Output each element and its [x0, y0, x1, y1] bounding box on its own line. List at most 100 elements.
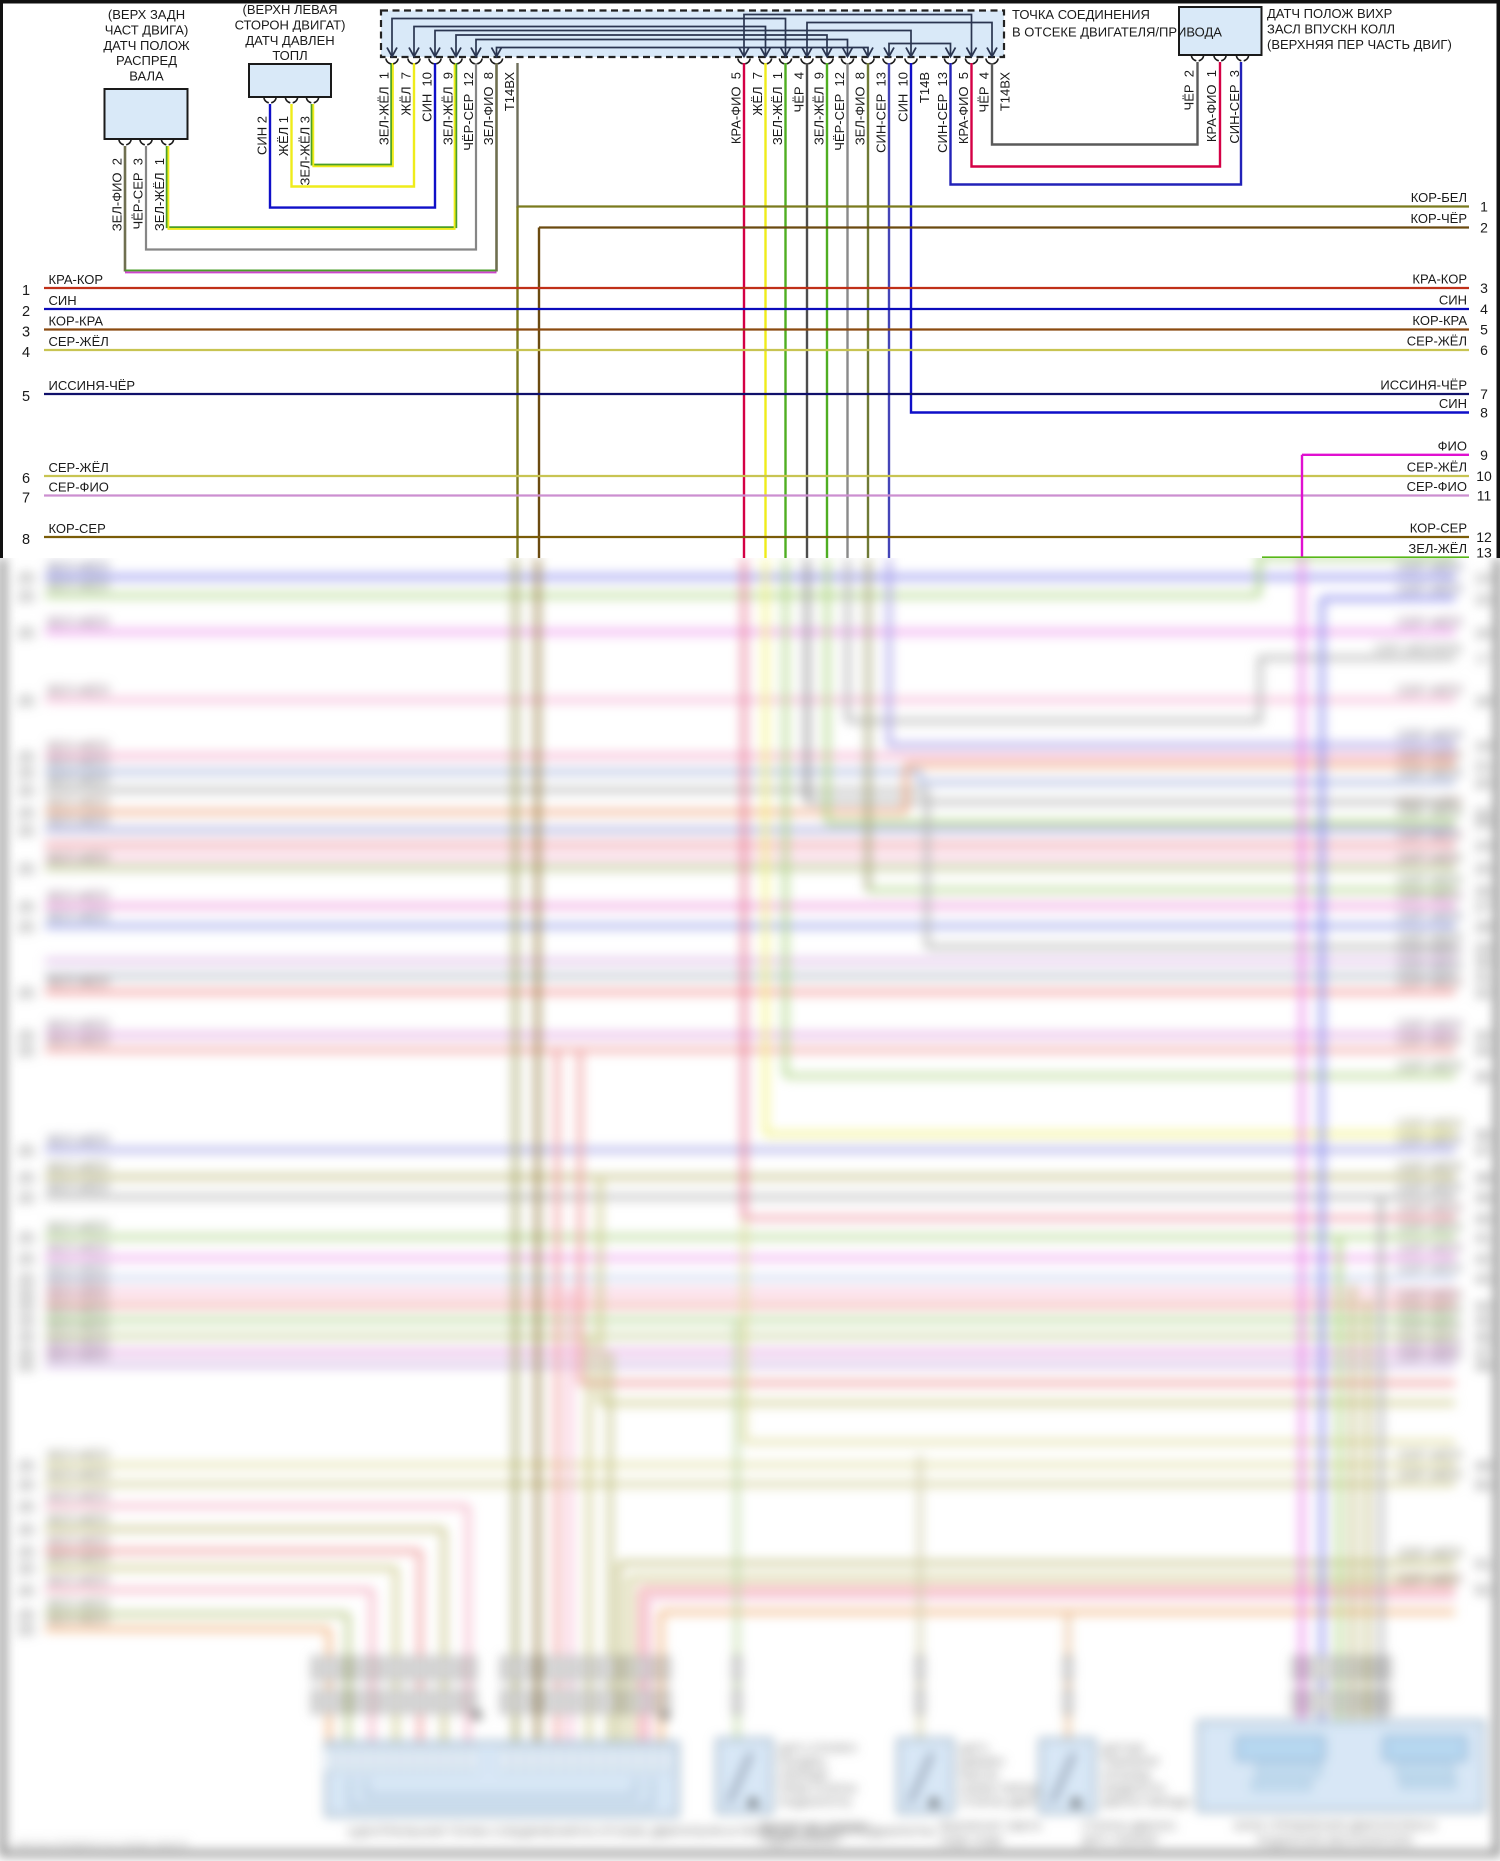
svg-text:ЗЕЛ-ЖЁЛ: ЗЕЛ-ЖЁЛ [46, 1302, 109, 1318]
svg-text:39: 39 [1475, 1190, 1492, 1207]
svg-text:ЗЕЛ-ЖЁЛ: ЗЕЛ-ЖЁЛ [46, 1447, 109, 1463]
svg-text:СЕР-ЖЁЛ: СЕР-ЖЁЛ [1397, 1466, 1462, 1482]
svg-text:ЗЕЛ-ЖЁЛ 1: ЗЕЛ-ЖЁЛ 1 [770, 72, 785, 145]
svg-text:21: 21 [1475, 758, 1492, 775]
svg-text:25: 25 [18, 1607, 35, 1624]
svg-text:25: 25 [18, 861, 35, 878]
svg-text:СЕР-ЖЁЛ: СЕР-ЖЁЛ [1397, 614, 1462, 630]
svg-text:СИН 10: СИН 10 [896, 72, 911, 122]
svg-text:СЕР-ЖЁЛ: СЕР-ЖЁЛ [1397, 805, 1462, 821]
svg-text:ЧЁР-СЕР 12: ЧЁР-СЕР 12 [461, 72, 476, 151]
svg-text:35: 35 [1475, 1069, 1492, 1086]
svg-text:25: 25 [18, 1358, 35, 1375]
svg-text:ЗЕЛ-ЖЁЛ: ЗЕЛ-ЖЁЛ [46, 1318, 109, 1334]
svg-text:49: 49 [1475, 1458, 1492, 1475]
svg-text:СИН-СЕР 13: СИН-СЕР 13 [935, 72, 950, 153]
svg-text:ЗЕЛ-ЖЁЛ: ЗЕЛ-ЖЁЛ [46, 850, 109, 866]
svg-text:25: 25 [18, 1190, 35, 1207]
svg-text:ИССИНЯ-ЧЁР: ИССИНЯ-ЧЁР [1380, 378, 1467, 393]
svg-text:(НИЖН ПЕРЕДН: (НИЖН ПЕРЕДН [960, 1784, 1046, 1796]
svg-text:ЗЕЛ-ЖЁЛ: ЗЕЛ-ЖЁЛ [46, 888, 109, 904]
svg-text:БЛОК УПРАВЛЕНИЯ ДВИГАТЕЛЕМ И: БЛОК УПРАВЛЕНИЯ ДВИГАТЕЛЕМ И [1234, 1821, 1436, 1833]
svg-text:ИССИНЯ-ЧЁР: ИССИНЯ-ЧЁР [49, 378, 136, 393]
svg-text:СИН-СЕР 3: СИН-СЕР 3 [1227, 70, 1242, 144]
svg-text:ЗЕЛ-ЖЁЛ: ЗЕЛ-ЖЁЛ [46, 1533, 109, 1549]
svg-text:16: 16 [1475, 625, 1492, 642]
svg-text:ЗЕЛ-ЖЁЛ: ЗЕЛ-ЖЁЛ [46, 614, 109, 630]
svg-text:СЕР-ЖЁЛ: СЕР-ЖЁЛ [1397, 1302, 1462, 1318]
svg-text:25: 25 [18, 589, 35, 606]
svg-text:НИССАН.ПРИМЕРА.Р12.СХЕМА.ЭЛЕКТ: НИССАН.ПРИМЕРА.Р12.СХЕМА.ЭЛЕКТР [14, 1840, 188, 1850]
svg-text:СЕР-ЖЁЛ: СЕР-ЖЁЛ [1397, 1116, 1462, 1132]
svg-text:(ЦЕНТРАЛЬНАЯ ТОЧКА СОЕДИНЕНИЯ: (ЦЕНТРАЛЬНАЯ ТОЧКА СОЕДИНЕНИЯ В ОТСЕКЕ Д… [348, 1825, 935, 1839]
svg-text:СИН: СИН [1439, 396, 1467, 411]
svg-text:ОХЛАЖД: ОХЛАЖД [1102, 1770, 1150, 1782]
svg-text:ЖЁЛ 7: ЖЁЛ 7 [399, 72, 414, 116]
svg-text:33: 33 [1475, 1028, 1492, 1045]
svg-text:ЗЕЛ-ЖЁЛ: ЗЕЛ-ЖЁЛ [46, 1466, 109, 1482]
svg-text:СЕР-ЖЁЛ: СЕР-ЖЁЛ [1397, 1017, 1462, 1033]
svg-text:20: 20 [1475, 776, 1492, 793]
svg-text:ЗЕЛ-ЖЁЛ: ЗЕЛ-ЖЁЛ [46, 1032, 109, 1048]
svg-text:25: 25 [18, 1298, 35, 1315]
svg-text:СЕР-ЖЁЛ: СЕР-ЖЁЛ [1397, 559, 1462, 575]
svg-text:ЧАСТ ДВИГА): ЧАСТ ДВИГА) [105, 22, 189, 37]
svg-text:КРА-ФИО 5: КРА-ФИО 5 [956, 72, 971, 144]
svg-text:ЗЕЛ-ЖЁЛ 9: ЗЕЛ-ЖЁЛ 9 [812, 72, 827, 145]
svg-text:ЗАСЛ ВПУСКН КОЛЛ: ЗАСЛ ВПУСКН КОЛЛ [1267, 22, 1395, 37]
svg-text:СЕР-ЖЁЛ: СЕР-ЖЁЛ [1397, 1179, 1462, 1195]
svg-text:25: 25 [18, 1028, 35, 1045]
svg-text:(ПЕРЕДН: (ПЕРЕДН [779, 1770, 828, 1782]
svg-text:РАСПРЕД: РАСПРЕД [116, 53, 177, 68]
svg-text:ЗЕЛ-ЖЁЛ: ЗЕЛ-ЖЁЛ [46, 1511, 109, 1527]
svg-text:4: 4 [22, 345, 30, 361]
svg-text:50: 50 [1475, 1477, 1492, 1494]
svg-text:ЗЕЛ-ЖЁЛ 1: ЗЕЛ-ЖЁЛ 1 [152, 158, 167, 231]
svg-text:СЕР-ЖЁЛ: СЕР-ЖЁЛ [1397, 1058, 1462, 1074]
svg-text:СИН 2: СИН 2 [255, 116, 270, 155]
svg-text:25: 25 [18, 1522, 35, 1539]
svg-text:ПРАВ СТОРОН: ПРАВ СТОРОН [779, 1784, 857, 1796]
svg-text:СЕР-ЖЁЛ: СЕР-ЖЁЛ [1397, 943, 1462, 959]
svg-text:СЕР-ЖЁЛ: СЕР-ЖЁЛ [49, 460, 109, 475]
svg-text:СЕР-ФИО: СЕР-ФИО [1407, 479, 1467, 494]
svg-text:СТОРОН ДВИГАТ): СТОРОН ДВИГАТ) [235, 17, 346, 32]
svg-text:СЕР-ЖЁЛ: СЕР-ЖЁЛ [1397, 1240, 1462, 1256]
svg-text:34: 34 [1475, 1043, 1492, 1060]
svg-text:6: 6 [22, 471, 30, 487]
svg-text:СЕР-ЖЁЛ: СЕР-ЖЁЛ [1397, 888, 1462, 904]
svg-text:СЕР-ЖЁЛ: СЕР-ЖЁЛ [1397, 827, 1462, 843]
svg-text:43: 43 [1475, 1271, 1492, 1288]
svg-text:26: 26 [1475, 883, 1492, 900]
svg-text:9: 9 [1480, 447, 1488, 463]
svg-text:ЗЕЛ-ЖЁЛ: ЗЕЛ-ЖЁЛ [46, 1179, 109, 1195]
svg-text:РАДИАТОРА ВЕНТИЛЯТОРА: РАДИАТОРА ВЕНТИЛЯТОРА [1257, 1836, 1413, 1848]
svg-text:25: 25 [18, 1230, 35, 1247]
svg-text:5: 5 [22, 389, 30, 405]
svg-text:СЕР-ЖЁЛ: СЕР-ЖЁЛ [1397, 929, 1462, 945]
svg-text:25: 25 [18, 1477, 35, 1494]
svg-text:25: 25 [18, 1271, 35, 1288]
svg-text:СЕР-ЖЁЛ: СЕР-ЖЁЛ [49, 334, 109, 349]
svg-text:КОР-БЕЛ: КОР-БЕЛ [1411, 190, 1467, 205]
svg-text:8: 8 [22, 532, 30, 548]
svg-text:ЧЁР 4: ЧЁР 4 [792, 72, 807, 112]
svg-text:25: 25 [18, 1561, 35, 1578]
svg-text:ЗЕЛ-ЖЁЛ: ЗЕЛ-ЖЁЛ [46, 754, 109, 770]
svg-text:ЗЕЛ-ЖЁЛ: ЗЕЛ-ЖЁЛ [46, 1347, 109, 1363]
svg-text:СЕР-ЖЁЛ: СЕР-ЖЁЛ [1397, 1219, 1462, 1235]
svg-text:25: 25 [18, 749, 35, 766]
svg-text:52: 52 [1475, 1582, 1492, 1599]
svg-text:СЕР-ЖЁЛ: СЕР-ЖЁЛ [1397, 765, 1462, 781]
svg-text:СЕР-ЖЁЛ: СЕР-ЖЁЛ [1407, 334, 1467, 349]
svg-text:ЧЁР-СЕР 3: ЧЁР-СЕР 3 [131, 158, 146, 230]
svg-text:3: 3 [22, 325, 30, 341]
svg-text:4: 4 [1480, 301, 1488, 317]
svg-text:СЕР-ЖЁЛ: СЕР-ЖЁЛ [1397, 1260, 1462, 1276]
svg-text:СЕР-ЖЁЛ: СЕР-ЖЁЛ [1397, 1032, 1462, 1048]
svg-text:11: 11 [1477, 488, 1492, 504]
svg-text:25: 25 [18, 1170, 35, 1187]
svg-text:37: 37 [1475, 1143, 1492, 1160]
svg-text:СЕР-ЖЁЛ: СЕР-ЖЁЛ [1397, 727, 1462, 743]
svg-text:ЗЕЛ-ЖЁЛ 3: ЗЕЛ-ЖЁЛ 3 [298, 116, 313, 185]
